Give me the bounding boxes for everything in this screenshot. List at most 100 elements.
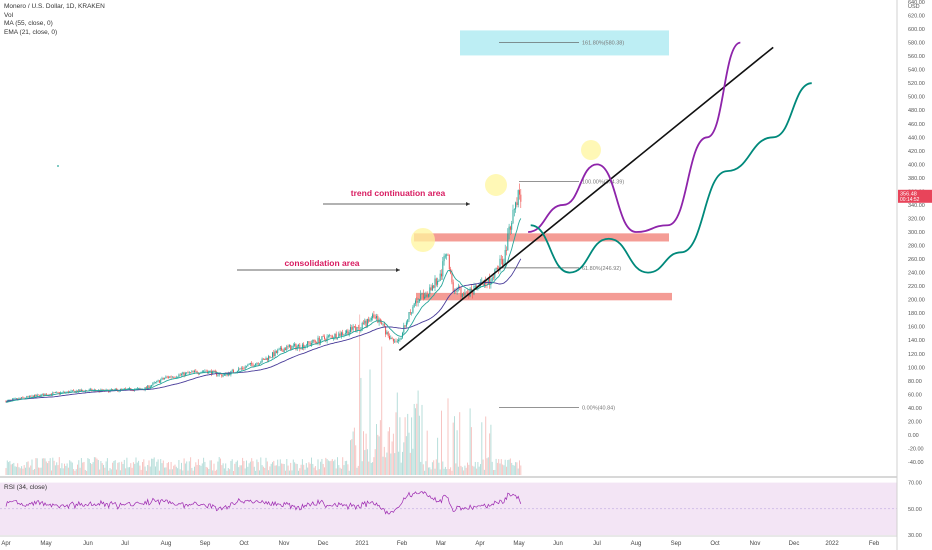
candle[interactable] [520, 194, 522, 202]
candle[interactable] [283, 348, 285, 352]
candle[interactable] [517, 190, 519, 205]
candle[interactable] [259, 363, 260, 365]
candle[interactable] [474, 286, 476, 287]
candle[interactable] [400, 337, 402, 339]
candle[interactable] [213, 370, 215, 372]
candle[interactable] [34, 394, 36, 398]
trend-line[interactable] [398, 46, 774, 352]
candle[interactable] [386, 332, 388, 335]
candle[interactable] [408, 312, 410, 320]
candle[interactable] [373, 314, 375, 318]
candle[interactable] [403, 325, 405, 333]
candle[interactable] [490, 281, 492, 285]
candle[interactable] [196, 371, 198, 374]
candle[interactable] [312, 339, 314, 344]
candle[interactable] [438, 280, 440, 282]
candle[interactable] [507, 233, 509, 251]
candle[interactable] [222, 375, 224, 377]
candle[interactable] [31, 395, 33, 397]
candle[interactable] [275, 350, 277, 353]
candle[interactable] [374, 317, 376, 319]
candle[interactable] [15, 398, 17, 399]
candle[interactable] [270, 357, 272, 358]
candle[interactable] [173, 376, 175, 378]
candle[interactable] [383, 323, 385, 327]
candle[interactable] [309, 342, 311, 345]
candle[interactable] [244, 366, 246, 369]
candle[interactable] [116, 388, 117, 390]
candle[interactable] [307, 341, 309, 346]
candle[interactable] [5, 401, 7, 403]
candle[interactable] [390, 337, 392, 339]
candle[interactable] [239, 368, 241, 370]
candle[interactable] [347, 330, 349, 335]
candle[interactable] [170, 376, 172, 378]
candle[interactable] [456, 287, 458, 292]
candle[interactable] [515, 202, 517, 210]
candle[interactable] [363, 322, 364, 324]
candle[interactable] [67, 391, 69, 393]
candle[interactable] [329, 335, 331, 336]
candle[interactable] [433, 285, 435, 288]
candle[interactable] [287, 346, 289, 347]
candle[interactable] [247, 364, 249, 367]
time-axis[interactable]: Apr May Jun Jul Aug Sep Oct Nov Dec 2021 Feb Mar Apr… [0, 535, 897, 547]
candle[interactable] [214, 370, 216, 372]
candle[interactable] [256, 363, 258, 364]
candle[interactable] [28, 395, 30, 397]
candle[interactable] [151, 385, 153, 387]
candle[interactable] [203, 371, 205, 372]
candle[interactable] [187, 372, 189, 374]
candle[interactable] [335, 333, 337, 339]
candle[interactable] [318, 337, 320, 343]
candle[interactable] [278, 349, 280, 351]
candle[interactable] [135, 388, 137, 390]
candle[interactable] [368, 319, 370, 322]
candle[interactable] [294, 344, 296, 346]
vol-legend[interactable]: Vol [4, 11, 14, 19]
projection-path-purple[interactable] [527, 41, 741, 233]
candle[interactable] [447, 254, 449, 256]
candle[interactable] [138, 388, 140, 389]
candle[interactable] [183, 372, 185, 376]
candle[interactable] [209, 370, 211, 372]
candle[interactable] [260, 362, 262, 364]
candle[interactable] [240, 368, 242, 369]
candle[interactable] [338, 333, 340, 338]
candle[interactable] [164, 378, 166, 380]
lower-red-zone[interactable] [416, 292, 672, 301]
candle[interactable] [246, 366, 247, 368]
candle[interactable] [88, 389, 90, 391]
candle[interactable] [351, 327, 353, 330]
candle[interactable] [204, 370, 206, 372]
candle[interactable] [36, 394, 38, 397]
projection-path-green[interactable] [530, 82, 812, 274]
candle[interactable] [385, 326, 387, 335]
candle[interactable] [288, 345, 290, 347]
candle[interactable] [452, 282, 454, 293]
candle[interactable] [314, 341, 316, 343]
candle[interactable] [253, 365, 255, 367]
candle[interactable] [212, 370, 214, 375]
candle[interactable] [389, 336, 390, 339]
candle[interactable] [21, 397, 23, 399]
candle[interactable] [366, 319, 368, 327]
candle[interactable] [252, 364, 254, 367]
candle[interactable] [61, 392, 63, 393]
candle[interactable] [233, 370, 234, 373]
candle[interactable] [399, 338, 401, 340]
candle[interactable] [17, 398, 19, 400]
candle[interactable] [266, 357, 268, 361]
candle[interactable] [205, 370, 207, 372]
candle[interactable] [54, 392, 56, 393]
candle[interactable] [90, 388, 91, 390]
candle[interactable] [308, 341, 310, 343]
candle[interactable] [272, 352, 273, 358]
candle[interactable] [495, 267, 497, 270]
candle[interactable] [23, 397, 25, 399]
candle[interactable] [217, 374, 219, 376]
candle[interactable] [391, 337, 393, 339]
candle[interactable] [166, 376, 168, 378]
candle[interactable] [499, 258, 501, 271]
candle[interactable] [157, 380, 159, 382]
